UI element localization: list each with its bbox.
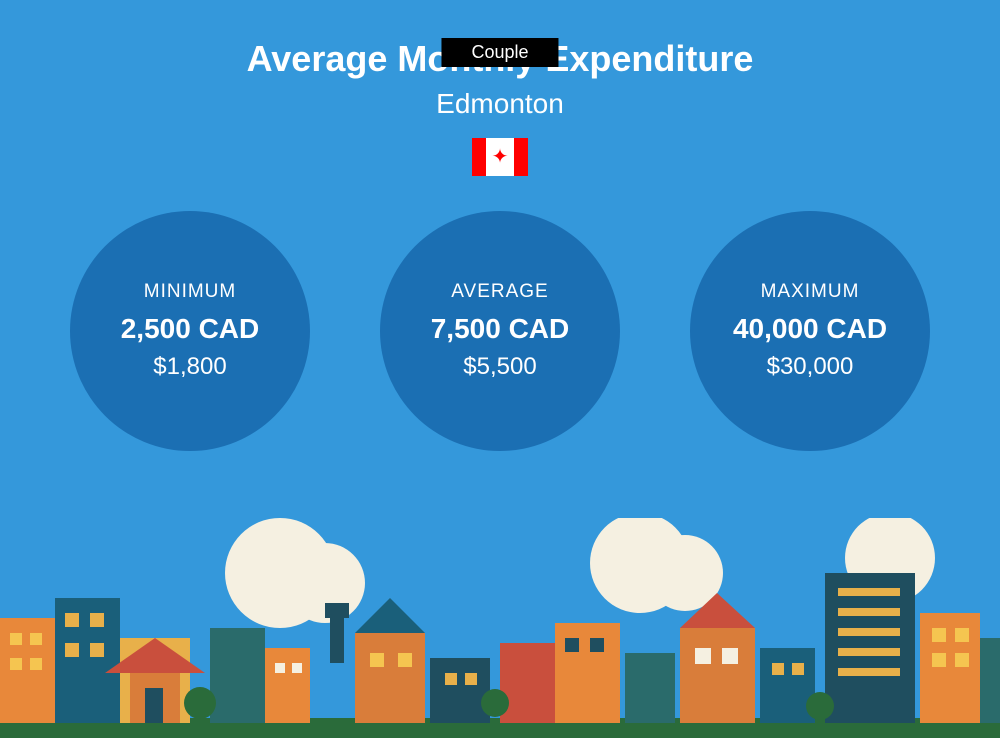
stat-secondary: $5,500 <box>463 353 536 381</box>
stat-circle-minimum: MINIMUM 2,500 CAD $1,800 <box>70 211 310 451</box>
stat-secondary: $30,000 <box>767 353 854 381</box>
canada-flag-icon: ✦ <box>472 138 528 176</box>
stat-label: MINIMUM <box>144 281 236 303</box>
stat-secondary: $1,800 <box>153 353 226 381</box>
stat-label: MAXIMUM <box>761 281 860 303</box>
flag-red-left <box>472 138 486 176</box>
city-subtitle: Edmonton <box>0 88 1000 120</box>
household-badge: Couple <box>441 38 558 67</box>
stat-primary: 7,500 CAD <box>431 313 570 345</box>
stat-circles-row: MINIMUM 2,500 CAD $1,800 AVERAGE 7,500 C… <box>0 211 1000 451</box>
stat-circle-maximum: MAXIMUM 40,000 CAD $30,000 <box>690 211 930 451</box>
maple-leaf-icon: ✦ <box>492 147 509 167</box>
stat-primary: 40,000 CAD <box>733 313 887 345</box>
cityscape-illustration <box>0 518 1000 738</box>
stat-circle-average: AVERAGE 7,500 CAD $5,500 <box>380 211 620 451</box>
stat-primary: 2,500 CAD <box>121 313 260 345</box>
stat-label: AVERAGE <box>451 281 548 303</box>
flag-red-right <box>514 138 528 176</box>
flag-white-center: ✦ <box>486 138 514 176</box>
badge-label: Couple <box>471 42 528 62</box>
